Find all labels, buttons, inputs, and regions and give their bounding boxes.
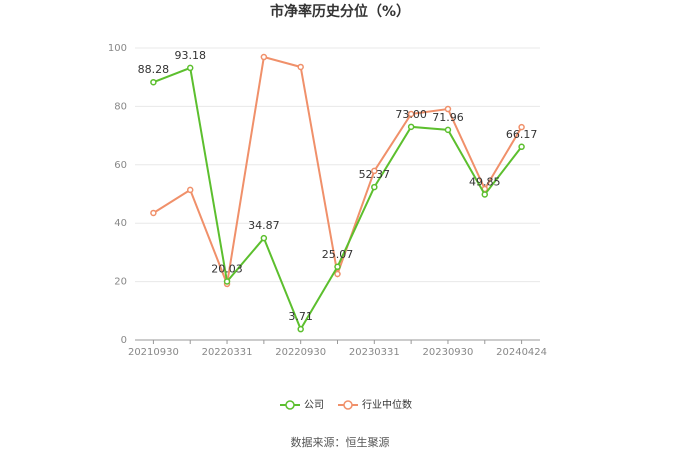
- x-tick-label: 20230331: [349, 347, 400, 358]
- point: [186, 186, 194, 194]
- point: [297, 325, 304, 333]
- value-label: 71.96: [432, 111, 464, 124]
- point: [297, 63, 304, 71]
- value-label: 73.00: [395, 108, 427, 121]
- y-tick-label: 20: [114, 277, 127, 288]
- y-tick-label: 40: [114, 218, 127, 229]
- point: [371, 167, 378, 175]
- y-tick-label: 0: [121, 335, 127, 346]
- point: [407, 110, 415, 118]
- x-tick-label: 20220331: [202, 347, 253, 358]
- source: 数据来源：恒生聚源: [291, 435, 390, 449]
- legend-marker: [343, 400, 353, 410]
- point: [518, 123, 525, 131]
- legend-label: 行业中位数: [362, 398, 412, 411]
- point: [186, 64, 194, 72]
- x-tick-label: 20230930: [423, 347, 474, 358]
- value-label: 52.37: [359, 168, 391, 181]
- value-label: 3.71: [288, 310, 313, 323]
- value-label: 49.85: [469, 175, 501, 188]
- x-tick-label: 20220930: [275, 347, 326, 358]
- legend-label: 公司: [304, 400, 324, 411]
- y-tick-label: 60: [114, 160, 127, 171]
- point: [334, 263, 341, 271]
- point: [444, 105, 452, 113]
- point: [407, 123, 415, 131]
- point: [150, 78, 157, 86]
- value-label: 20.03: [211, 263, 243, 276]
- x-tick-label: 20210930: [128, 347, 179, 358]
- value-label: 66.17: [506, 128, 538, 141]
- y-tick-label: 80: [114, 101, 127, 112]
- value-label: 93.18: [174, 49, 206, 62]
- point: [518, 143, 525, 151]
- point: [334, 270, 341, 278]
- point: [260, 53, 268, 61]
- legend-marker: [285, 400, 295, 410]
- value-label: 25.07: [322, 248, 354, 261]
- point: [371, 183, 378, 191]
- x-tick-label: 20240424: [496, 347, 547, 358]
- point: [481, 191, 489, 198]
- value-label: 34.87: [248, 219, 280, 232]
- chart-title: 市净率历史分位（%）: [270, 3, 410, 20]
- point: [444, 126, 452, 134]
- point: [260, 234, 268, 242]
- y-tick-label: 100: [108, 43, 127, 54]
- series-line: [153, 66, 523, 332]
- point: [223, 278, 231, 285]
- value-label: 88.28: [138, 63, 170, 76]
- point: [150, 209, 157, 217]
